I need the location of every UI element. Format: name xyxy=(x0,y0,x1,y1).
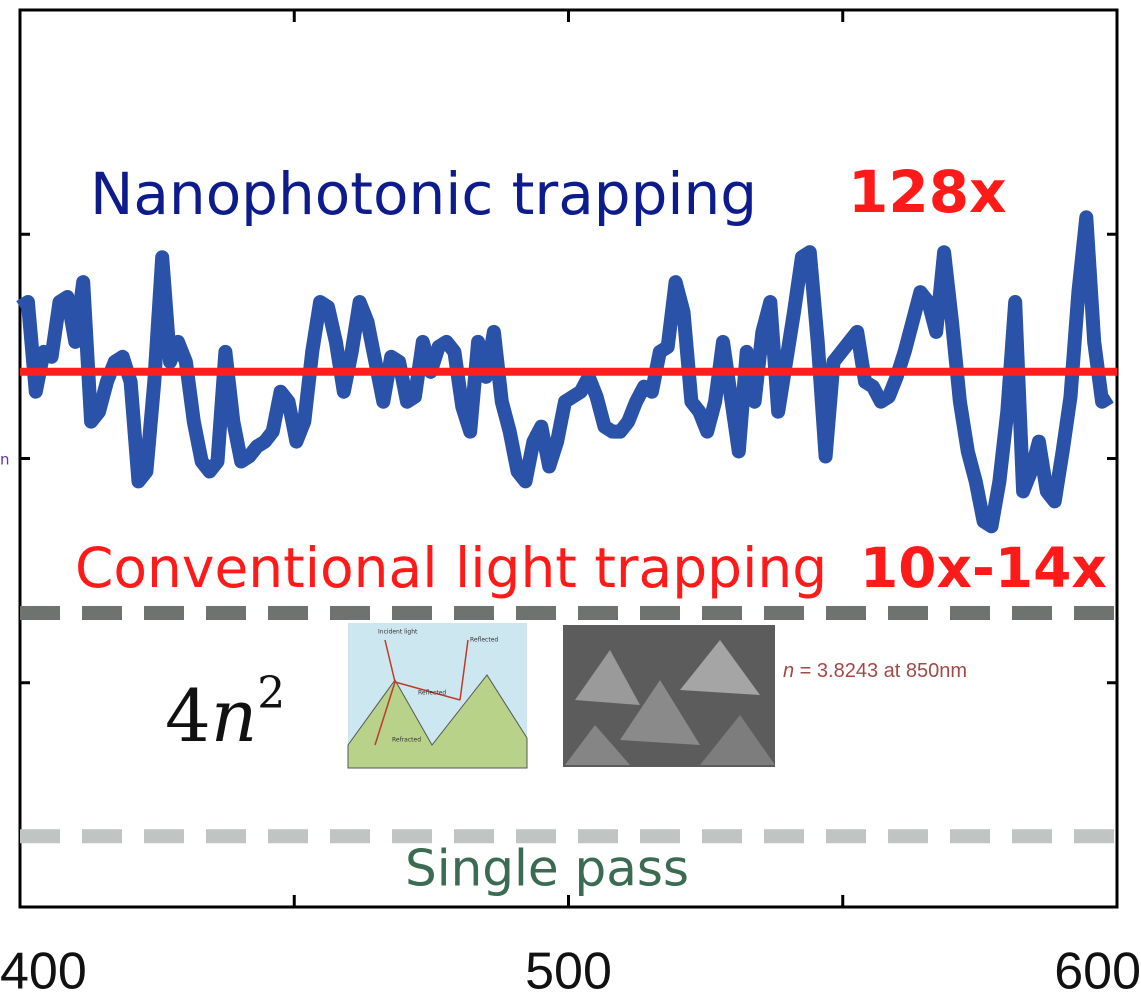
formula-part: 4 xyxy=(165,674,211,758)
annotation: Single pass xyxy=(405,840,689,898)
inset-arrow xyxy=(374,681,396,746)
x-tick-label: 400 xyxy=(0,943,87,1001)
inset-arrow xyxy=(459,639,469,701)
x-tick-label: 500 xyxy=(525,943,612,1001)
pyramid xyxy=(680,640,760,695)
inset-diagram: Incident light Reflected Reflected Refra… xyxy=(347,623,528,769)
inset-label: Incident light xyxy=(378,629,418,636)
inset-arrow xyxy=(384,639,396,683)
pyramid xyxy=(700,715,775,765)
annotation-part: n xyxy=(783,660,794,682)
pyramid xyxy=(620,680,700,745)
annotation: 128x xyxy=(848,158,1006,226)
inset-mountains xyxy=(347,674,528,769)
series-line xyxy=(16,210,1114,534)
annotation: Conventional light trapping xyxy=(75,536,827,600)
inset-label: Reflected xyxy=(470,637,498,644)
formula-part: 2 xyxy=(257,668,285,719)
x-tick-label: 600 xyxy=(1054,943,1141,1001)
inset-arrow xyxy=(394,681,461,701)
plot-lines xyxy=(16,210,1117,844)
inset-label: Refracted xyxy=(392,737,421,744)
formula-part: n xyxy=(211,674,257,758)
annotation: n = 3.8243 at 850nm xyxy=(783,660,967,682)
axes: 400 500 600 xyxy=(0,10,1141,1001)
inset-label: Reflected xyxy=(418,690,446,697)
inset-micrograph xyxy=(563,625,775,767)
annotation: 10x-14x xyxy=(860,536,1107,600)
annotation: Nanophotonic trapping xyxy=(90,160,757,228)
axis-fragment: n xyxy=(0,451,10,469)
pyramid xyxy=(575,650,640,705)
annotation-part: = 3.8243 at 850nm xyxy=(794,660,967,682)
formula: 4n2 xyxy=(165,668,285,759)
plot-frame xyxy=(18,8,1119,909)
pyramid xyxy=(565,725,630,765)
